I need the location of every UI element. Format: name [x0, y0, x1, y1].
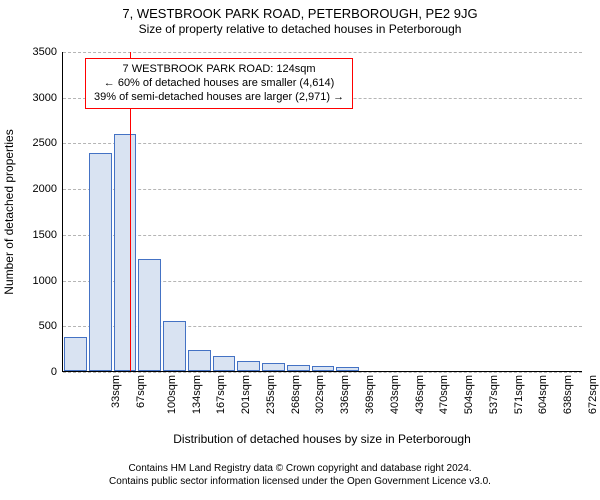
x-tick-label: 201sqm	[240, 375, 252, 414]
bar	[188, 350, 211, 371]
bar	[64, 337, 87, 371]
x-tick-label: 403sqm	[389, 375, 401, 414]
info-box-line: 39% of semi-detached houses are larger (…	[94, 91, 344, 105]
gridline	[63, 189, 582, 190]
x-tick-label: 235sqm	[265, 375, 277, 414]
x-tick-label: 268sqm	[290, 375, 302, 414]
gridline	[63, 235, 582, 236]
x-tick-label: 336sqm	[339, 375, 351, 414]
x-axis-title: Distribution of detached houses by size …	[62, 432, 582, 446]
y-tick-label: 3500	[33, 46, 57, 58]
x-tick-label: 504sqm	[463, 375, 475, 414]
bar	[138, 259, 161, 371]
y-tick-label: 1000	[33, 275, 57, 287]
x-tick-label: 470sqm	[438, 375, 450, 414]
bar	[163, 321, 186, 371]
y-tick-label: 500	[39, 320, 57, 332]
y-tick-label: 1500	[33, 229, 57, 241]
bar	[114, 134, 137, 371]
footer-line-1: Contains HM Land Registry data © Crown c…	[0, 462, 600, 475]
x-tick-label: 537sqm	[488, 375, 500, 414]
gridline	[63, 372, 582, 373]
bar	[262, 363, 285, 371]
info-box: 7 WESTBROOK PARK ROAD: 124sqm← 60% of de…	[85, 58, 353, 109]
x-tick-label: 638sqm	[562, 375, 574, 414]
x-tick-label: 67sqm	[135, 375, 147, 408]
info-box-line: ← 60% of detached houses are smaller (4,…	[94, 77, 344, 91]
x-tick-label: 33sqm	[110, 375, 122, 408]
title-block: 7, WESTBROOK PARK ROAD, PETERBOROUGH, PE…	[8, 6, 592, 37]
x-tick-label: 571sqm	[513, 375, 525, 414]
bar	[237, 361, 260, 371]
x-tick-label: 100sqm	[166, 375, 178, 414]
bar	[89, 153, 112, 371]
bar	[312, 366, 335, 371]
y-axis-title: Number of detached properties	[2, 52, 16, 372]
chart-container: 7, WESTBROOK PARK ROAD, PETERBOROUGH, PE…	[0, 0, 600, 500]
y-tick-label: 2000	[33, 183, 57, 195]
page-title: 7, WESTBROOK PARK ROAD, PETERBOROUGH, PE…	[8, 6, 592, 22]
x-tick-label: 302sqm	[315, 375, 327, 414]
bar	[336, 367, 359, 371]
x-tick-label: 134sqm	[191, 375, 203, 414]
x-tick-label: 436sqm	[414, 375, 426, 414]
x-tick-label: 369sqm	[364, 375, 376, 414]
x-tick-label: 672sqm	[587, 375, 599, 414]
y-tick-label: 3000	[33, 92, 57, 104]
y-tick-label: 0	[51, 366, 57, 378]
bar	[213, 356, 236, 371]
footer: Contains HM Land Registry data © Crown c…	[0, 462, 600, 488]
plot-area: 050010001500200025003000350033sqm67sqm10…	[62, 52, 582, 372]
y-tick-label: 2500	[33, 137, 57, 149]
footer-line-2: Contains public sector information licen…	[0, 475, 600, 488]
x-tick-label: 167sqm	[216, 375, 228, 414]
gridline	[63, 52, 582, 53]
subtitle: Size of property relative to detached ho…	[8, 22, 592, 37]
bar	[287, 365, 310, 371]
gridline	[63, 143, 582, 144]
x-tick-label: 604sqm	[537, 375, 549, 414]
info-box-line: 7 WESTBROOK PARK ROAD: 124sqm	[94, 63, 344, 77]
